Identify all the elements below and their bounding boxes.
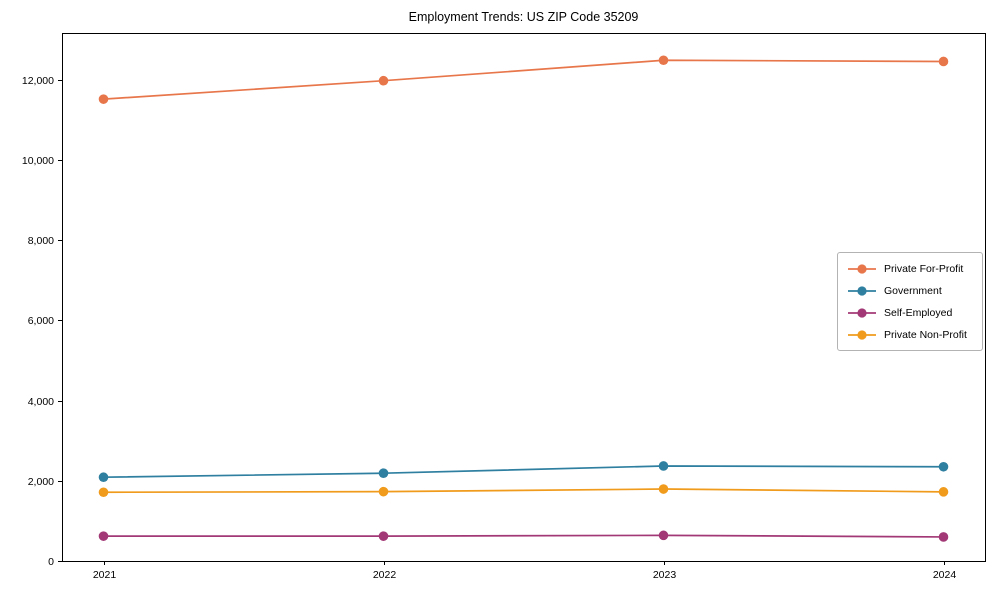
data-point-government-2023 xyxy=(658,461,669,471)
legend-item: Private For-Profit xyxy=(847,260,974,277)
legend-label: Self-Employed xyxy=(884,306,953,319)
legend-item: Private Non-Profit xyxy=(847,326,974,343)
data-point-government-2024 xyxy=(938,461,949,472)
data-point-government-2022 xyxy=(378,468,389,479)
legend-line-marker-icon xyxy=(848,263,876,274)
legend-label: Government xyxy=(884,284,942,297)
data-point-private-non-profit-2021 xyxy=(98,487,109,498)
legend-line-marker-icon xyxy=(848,329,876,340)
data-point-private-for-profit-2023 xyxy=(658,55,669,66)
y-axis-tick-label: 4,000 xyxy=(28,396,54,408)
legend-line-marker-icon xyxy=(848,307,876,318)
chart-legend: Private For-Profit Government Self-Emplo… xyxy=(837,252,983,351)
data-point-private-non-profit-2022 xyxy=(378,486,389,497)
y-axis-tick-label: 8,000 xyxy=(28,235,54,247)
y-axis-tick-label: 0 xyxy=(48,556,54,568)
series-line-government xyxy=(103,465,944,479)
y-axis-tick-label: 2,000 xyxy=(28,476,54,488)
y-axis-tick-label: 10,000 xyxy=(22,155,54,167)
legend-item: Self-Employed xyxy=(847,304,974,321)
data-point-self-employed-2024 xyxy=(938,532,949,542)
data-point-private-non-profit-2024 xyxy=(938,487,949,497)
chart-title: Employment Trends: US ZIP Code 35209 xyxy=(408,10,639,24)
data-point-private-for-profit-2021 xyxy=(98,94,109,104)
data-point-self-employed-2023 xyxy=(658,530,669,541)
legend-label: Private For-Profit xyxy=(884,262,964,275)
data-point-government-2021 xyxy=(98,472,109,483)
series-line-self-employed xyxy=(103,534,944,538)
x-axis-tick-label: 2021 xyxy=(93,569,117,581)
series-line-private-non-profit xyxy=(103,488,944,494)
x-axis-tick-label: 2023 xyxy=(653,569,677,581)
data-point-private-for-profit-2022 xyxy=(378,75,389,86)
series-line-private-for-profit xyxy=(103,59,944,100)
data-point-self-employed-2022 xyxy=(378,531,389,541)
x-axis-tick-label: 2022 xyxy=(373,569,397,581)
y-axis-tick-label: 12,000 xyxy=(22,75,54,87)
data-point-private-non-profit-2023 xyxy=(658,484,669,494)
legend-line-marker-icon xyxy=(848,285,876,296)
data-point-private-for-profit-2024 xyxy=(938,56,949,67)
x-axis-tick-label: 2024 xyxy=(933,569,957,581)
y-axis-tick-label: 6,000 xyxy=(28,315,54,327)
data-point-self-employed-2021 xyxy=(98,531,109,541)
legend-label: Private Non-Profit xyxy=(884,328,967,341)
legend-item: Government xyxy=(847,282,974,299)
plot-border xyxy=(62,33,986,562)
